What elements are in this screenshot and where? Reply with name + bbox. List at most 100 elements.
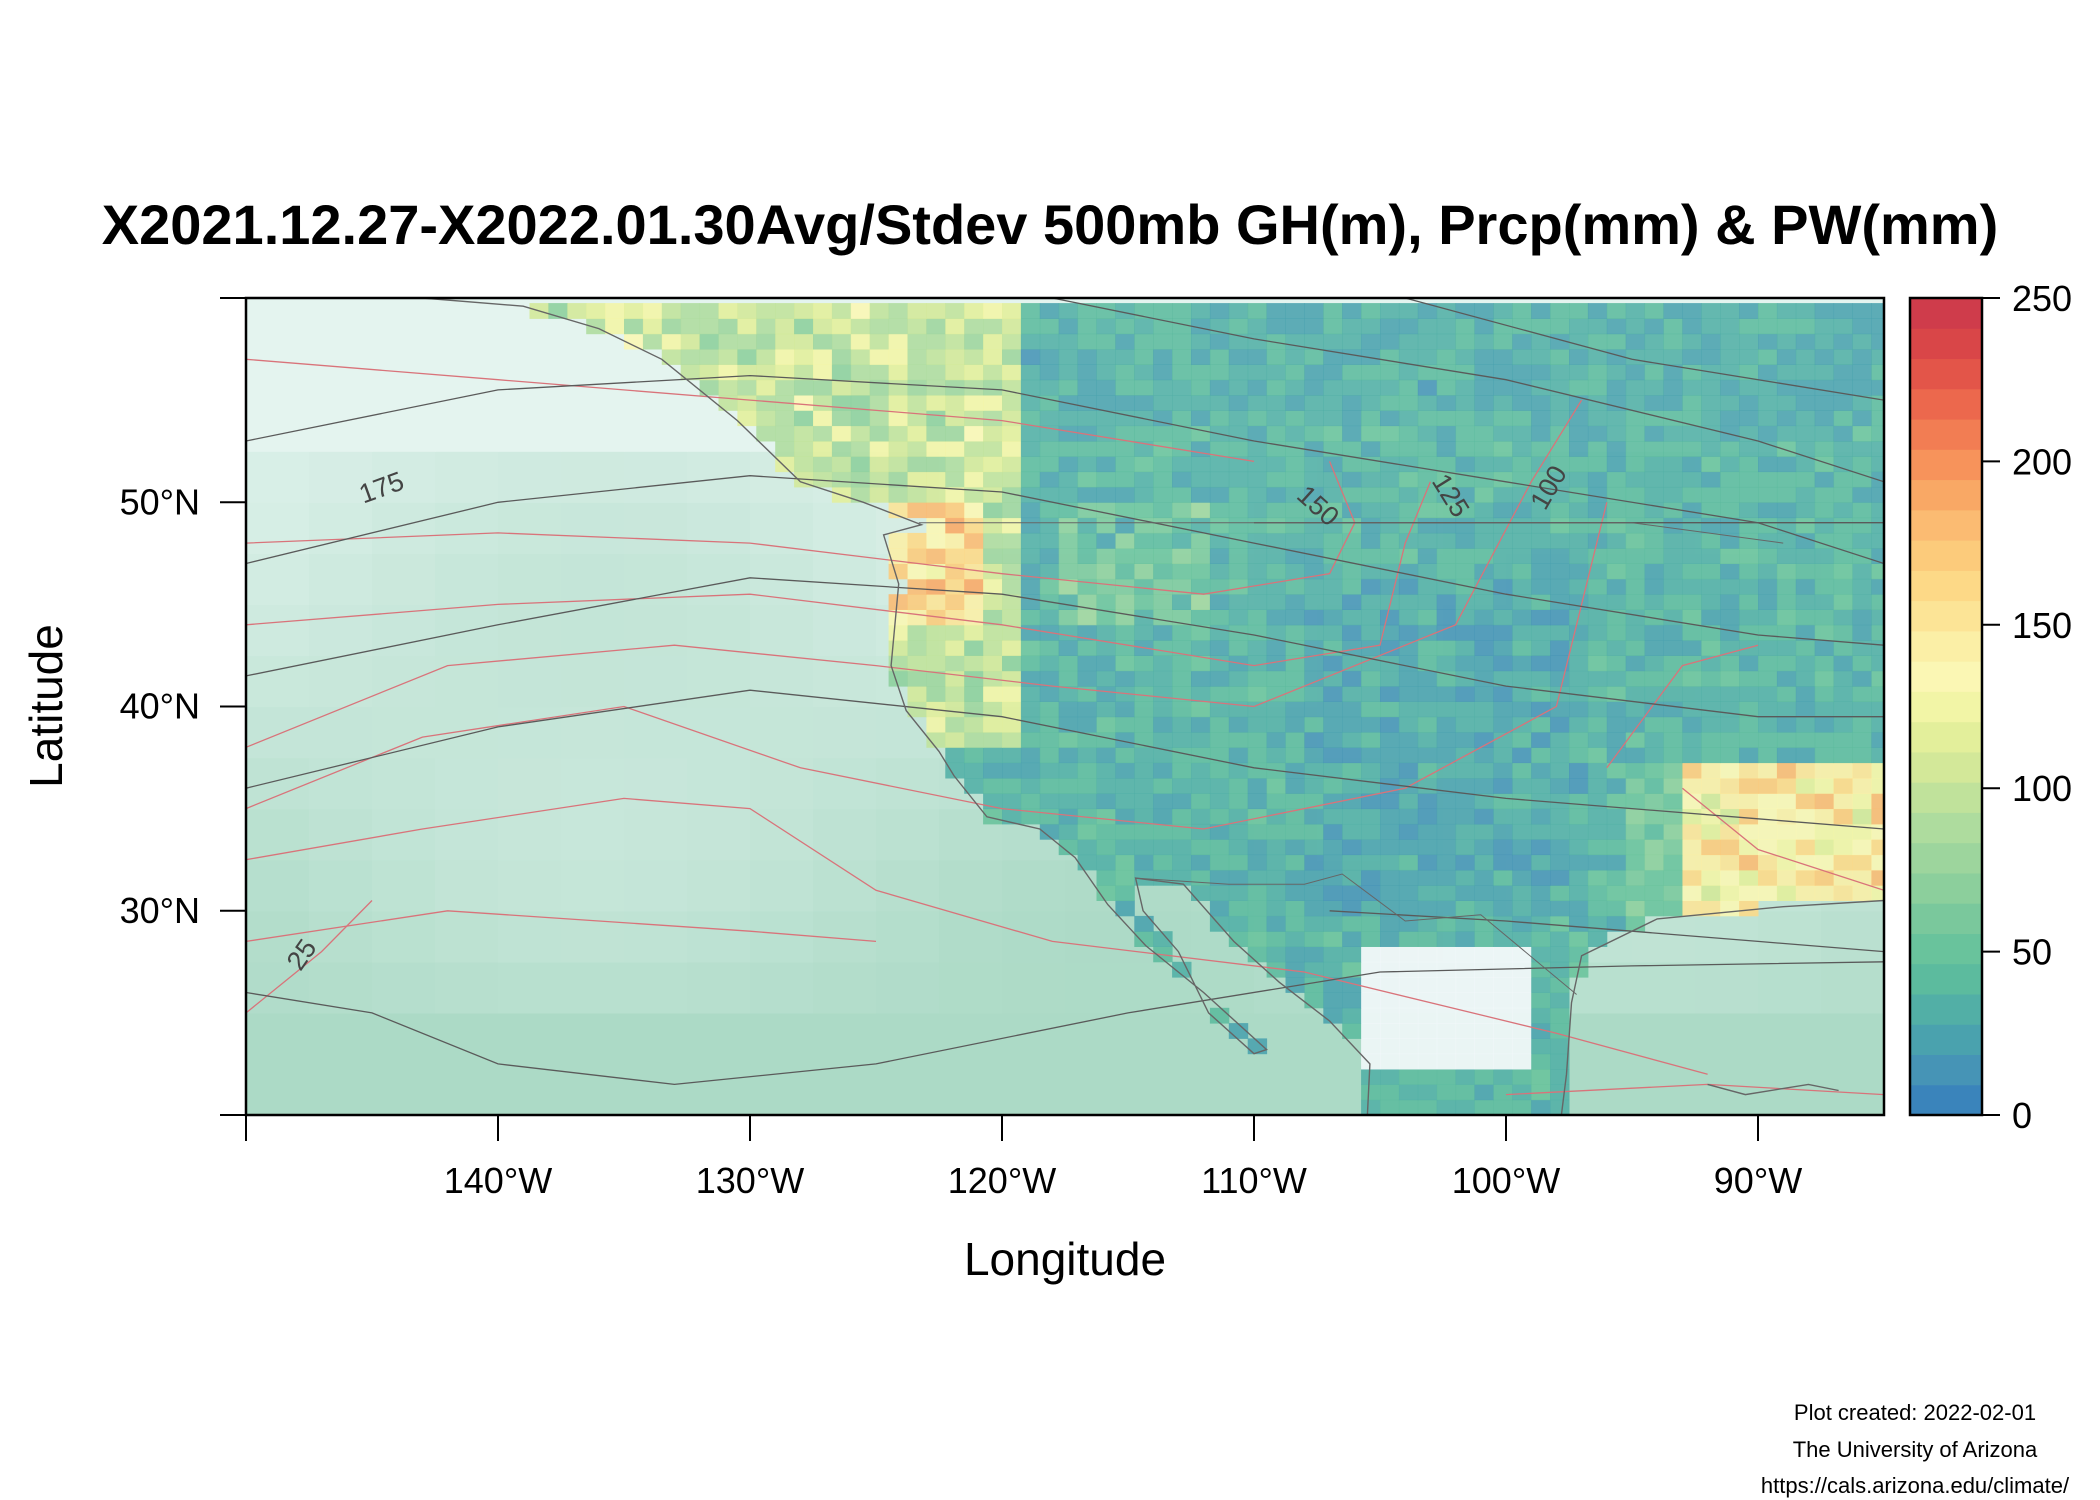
land-field-cell — [1455, 1099, 1475, 1115]
land-field-cell — [1758, 379, 1778, 396]
land-field-cell — [1191, 869, 1211, 886]
land-field-cell — [1720, 517, 1740, 534]
pw-contour — [246, 900, 373, 1014]
land-field-cell — [1002, 349, 1022, 365]
gh-contour-lines — [246, 298, 1884, 1086]
land-field-cell — [1493, 778, 1513, 794]
land-field-cell — [1758, 808, 1778, 825]
land-field-cell — [1531, 471, 1551, 488]
land-field-cell — [1814, 885, 1835, 901]
land-field-cell — [1739, 716, 1759, 733]
land-field-cell — [1247, 640, 1268, 656]
land-field-cell — [1833, 640, 1853, 656]
land-field-cell — [1398, 563, 1419, 580]
land-field-cell — [1587, 609, 1608, 626]
land-field-cell — [1493, 395, 1513, 411]
land-field-cell — [1474, 823, 1494, 840]
land-field-cell — [1455, 486, 1475, 503]
land-field-cell — [1191, 379, 1211, 396]
land-field-cell — [1039, 640, 1060, 656]
land-field-cell — [1682, 869, 1702, 886]
land-field-cell — [1493, 578, 1513, 595]
colorbar-swatch — [1910, 449, 1982, 481]
land-field-cell — [1720, 778, 1740, 794]
land-field-cell — [1776, 640, 1797, 656]
land-field-cell — [1776, 594, 1797, 610]
land-field-cell — [1380, 609, 1400, 626]
land-field-cell — [1380, 931, 1400, 947]
land-field-cell — [1758, 701, 1778, 718]
land-field-cell — [1720, 441, 1740, 457]
land-field-cell — [1512, 1007, 1532, 1024]
land-field-cell — [1058, 747, 1079, 764]
land-field-cell — [1398, 686, 1419, 702]
land-field-cell — [964, 425, 984, 442]
land-field-cell — [1531, 425, 1551, 442]
land-field-cell — [1209, 624, 1230, 641]
land-field-cell — [1531, 1099, 1551, 1115]
ocean-field-cell — [372, 757, 436, 810]
land-field-cell — [1758, 885, 1778, 901]
ocean-field-cell — [939, 1012, 1003, 1065]
land-field-cell — [1266, 471, 1286, 488]
land-field-cell — [1247, 425, 1268, 442]
land-field-cell — [1436, 594, 1457, 610]
land-field-cell — [1814, 548, 1835, 564]
land-field-cell — [907, 502, 927, 519]
land-field-cell — [1682, 732, 1702, 748]
land-field-cell — [1398, 839, 1419, 856]
land-field-cell — [1285, 425, 1305, 442]
land-field-cell — [850, 410, 871, 427]
ocean-field-cell — [246, 298, 310, 350]
land-field-cell — [1209, 364, 1230, 381]
colorbar-swatch — [1910, 600, 1982, 632]
land-field-cell — [1304, 441, 1324, 457]
land-field-cell — [1531, 502, 1551, 519]
land-field-cell — [1682, 471, 1702, 488]
land-field-cell — [1758, 747, 1778, 764]
land-field-cell — [1323, 395, 1343, 411]
land-field-cell — [1417, 885, 1438, 901]
land-field-cell — [1266, 961, 1286, 978]
land-field-cell — [1323, 425, 1343, 442]
land-field-cell — [1247, 670, 1268, 687]
land-field-cell — [1569, 747, 1589, 764]
land-field-cell — [1172, 532, 1192, 549]
land-field-cell — [1455, 349, 1475, 365]
land-field-cell — [1493, 732, 1513, 748]
land-field-cell — [1550, 578, 1570, 595]
land-field-cell — [1436, 655, 1457, 672]
land-field-cell — [1115, 869, 1135, 886]
land-field-cell — [1833, 793, 1853, 810]
land-field-cell — [1002, 578, 1022, 595]
land-field-cell — [1720, 793, 1740, 810]
ocean-field-cell — [1632, 1063, 1696, 1115]
land-field-cell — [1436, 425, 1457, 442]
land-field-cell — [1701, 486, 1721, 503]
land-field-cell — [926, 686, 946, 702]
land-field-cell — [945, 762, 965, 779]
land-field-cell — [1587, 502, 1608, 519]
land-field-cell — [1871, 701, 1884, 718]
land-field-cell — [1606, 793, 1627, 810]
land-field-cell — [1833, 486, 1853, 503]
land-field-cell — [1625, 609, 1646, 626]
land-field-cell — [1077, 548, 1097, 564]
land-field-cell — [1474, 609, 1494, 626]
pw-contour — [246, 481, 1432, 667]
land-field-cell — [1587, 854, 1608, 871]
land-field-cell — [1096, 318, 1116, 335]
ocean-field-cell — [624, 1012, 688, 1065]
land-field-cell — [1115, 486, 1135, 503]
land-field-cell — [1720, 379, 1740, 396]
land-field-cell — [1606, 839, 1627, 856]
land-field-cell — [1474, 578, 1494, 595]
land-field-cell — [1398, 456, 1419, 473]
land-field-cell — [1436, 762, 1457, 779]
land-field-cell — [1550, 502, 1570, 519]
ocean-field-cell — [813, 1063, 877, 1115]
land-field-cell — [1417, 762, 1438, 779]
land-field-cell — [1644, 716, 1664, 733]
land-field-cell — [1531, 517, 1551, 534]
land-field-cell — [1455, 441, 1475, 457]
